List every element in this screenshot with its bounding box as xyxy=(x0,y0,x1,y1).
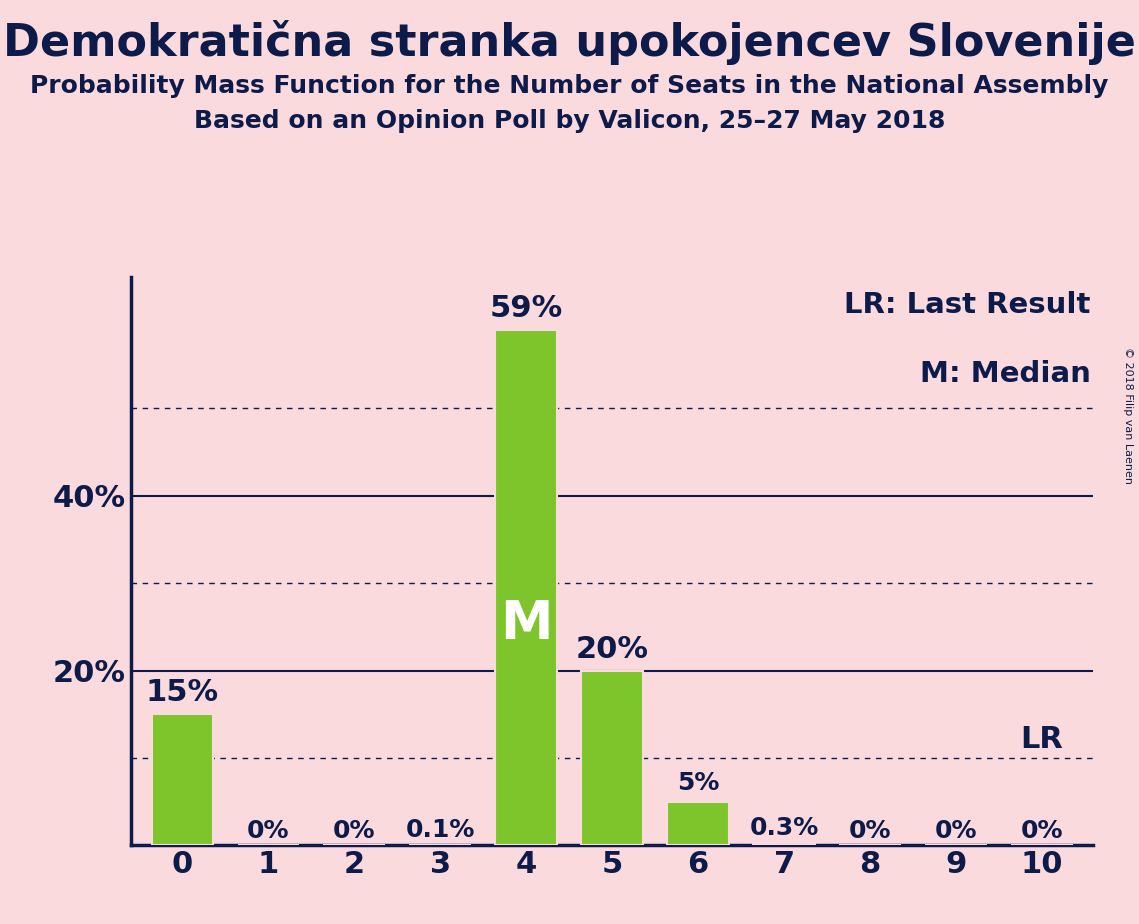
Text: LR: LR xyxy=(1021,724,1064,754)
Text: Probability Mass Function for the Number of Seats in the National Assembly: Probability Mass Function for the Number… xyxy=(31,74,1108,98)
Text: LR: Last Result: LR: Last Result xyxy=(844,291,1090,320)
Bar xyxy=(151,714,213,845)
Bar xyxy=(753,843,816,845)
Text: 59%: 59% xyxy=(490,294,563,322)
Text: 0.3%: 0.3% xyxy=(749,816,819,840)
Text: 0%: 0% xyxy=(334,819,376,843)
Text: M: M xyxy=(500,598,552,650)
Text: Demokratična stranka upokojencev Slovenije: Demokratična stranka upokojencev Sloveni… xyxy=(3,20,1136,66)
Text: M: Median: M: Median xyxy=(919,359,1090,387)
Text: 5%: 5% xyxy=(677,771,720,795)
Text: 0.1%: 0.1% xyxy=(405,818,475,842)
Text: © 2018 Filip van Laenen: © 2018 Filip van Laenen xyxy=(1123,347,1132,484)
Text: 0%: 0% xyxy=(849,819,891,843)
Bar xyxy=(495,330,557,845)
Bar xyxy=(581,671,644,845)
Text: 0%: 0% xyxy=(935,819,977,843)
Text: Based on an Opinion Poll by Valicon, 25–27 May 2018: Based on an Opinion Poll by Valicon, 25–… xyxy=(194,109,945,133)
Text: 20%: 20% xyxy=(575,635,649,663)
Bar xyxy=(667,802,729,845)
Text: 0%: 0% xyxy=(1021,819,1063,843)
Text: 15%: 15% xyxy=(146,678,219,708)
Text: 0%: 0% xyxy=(247,819,289,843)
